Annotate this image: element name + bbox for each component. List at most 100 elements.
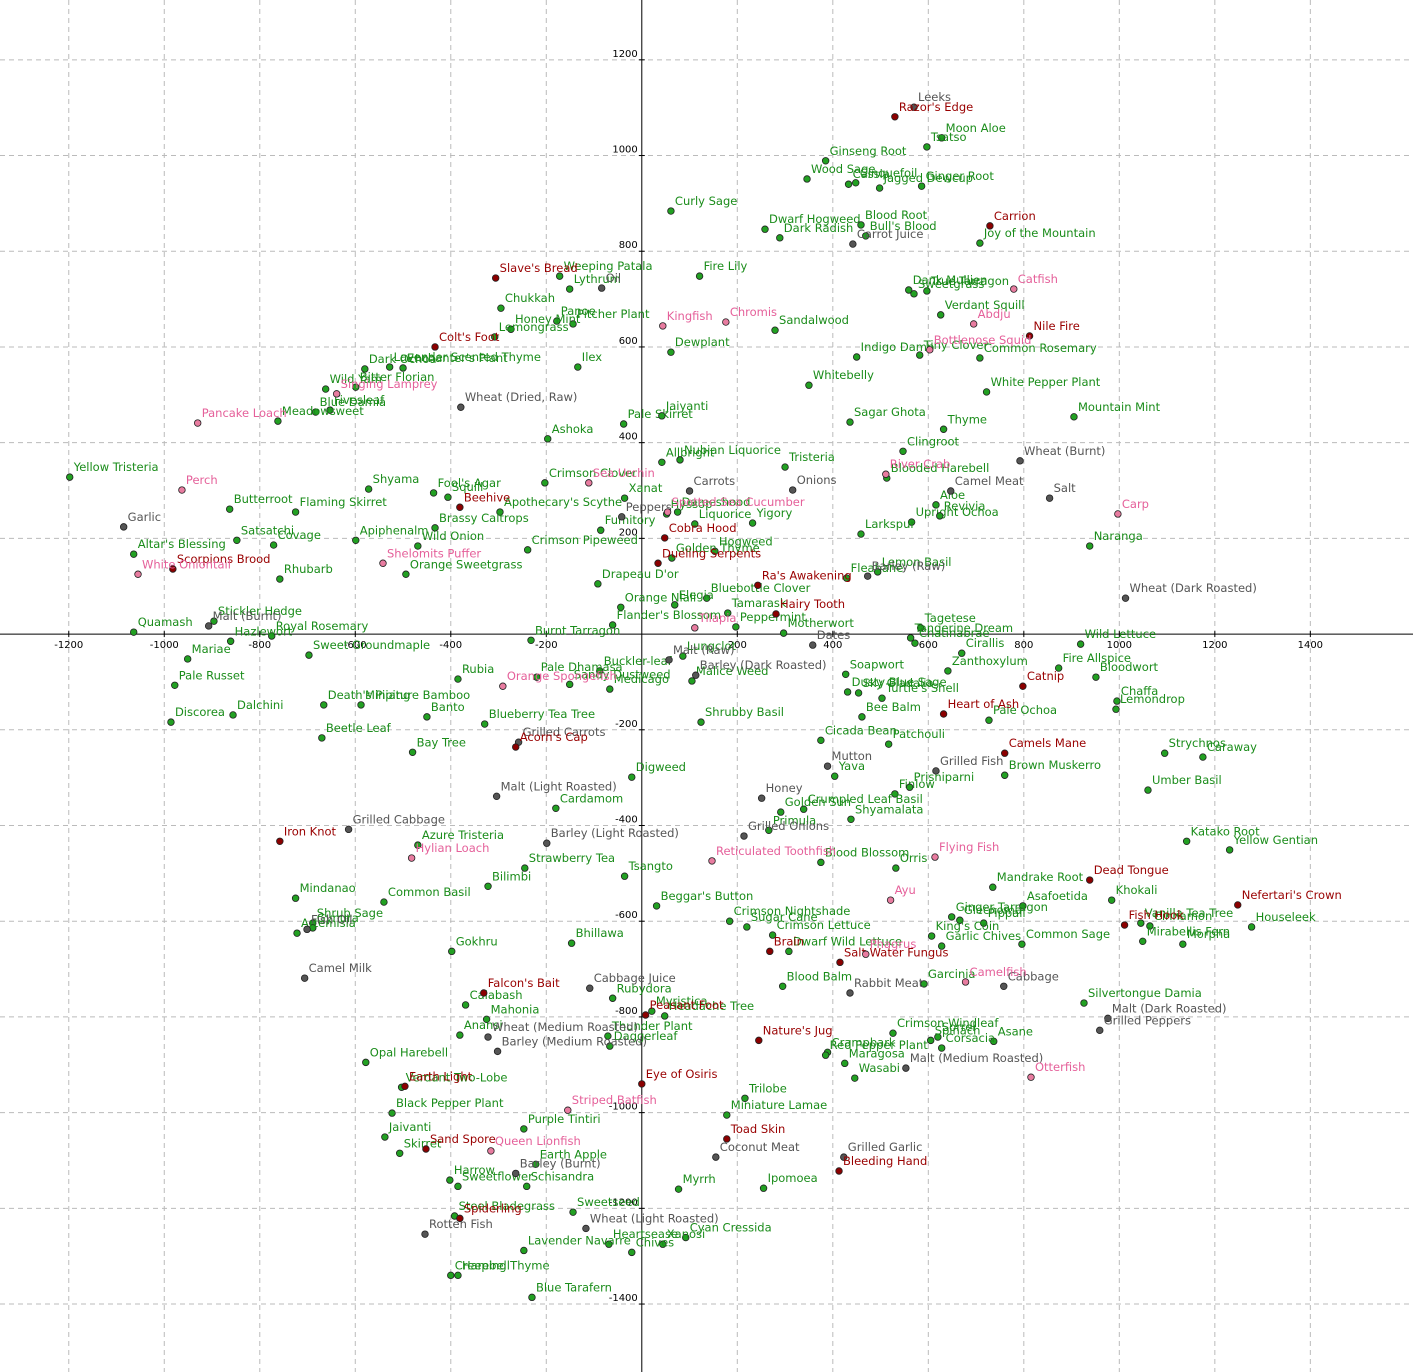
point <box>852 353 861 361</box>
point <box>884 740 893 748</box>
point-label: Vanilla Tea Tree <box>1145 906 1233 920</box>
point-label: Earth Light <box>409 1069 473 1083</box>
point <box>843 688 852 696</box>
point-label: Chatinabrae <box>919 626 990 640</box>
point-label: Tsangto <box>628 859 673 873</box>
point <box>817 736 825 745</box>
point-label: Fire Allspice <box>1063 651 1131 665</box>
point-label: Revivia <box>944 499 986 513</box>
point-label: Miniature Bamboo <box>365 688 470 702</box>
point <box>1045 494 1054 502</box>
point-label: Fire Lily <box>704 259 748 273</box>
point-label: Carrots <box>694 474 736 488</box>
point <box>594 580 602 588</box>
point <box>446 1176 454 1184</box>
point <box>276 837 284 845</box>
point <box>344 825 353 834</box>
point-label: Oil <box>606 271 621 285</box>
point-label: Cyan Cressida <box>690 1221 772 1235</box>
point-label: Lemondrop <box>1120 692 1185 706</box>
point-label: Aloe <box>940 488 965 502</box>
point <box>454 675 462 683</box>
point <box>444 493 452 501</box>
point-label: Dank Mullien <box>913 273 988 287</box>
point-label: White Oniontail <box>142 557 231 571</box>
point <box>1092 673 1100 681</box>
point-label: Camel Meat <box>955 474 1024 488</box>
point-label: Garlic <box>128 510 161 524</box>
point <box>1025 332 1034 340</box>
point <box>582 1224 590 1233</box>
point-label: Crumpled Leaf Basil <box>808 792 923 806</box>
point <box>454 1182 462 1191</box>
point-label: Thyme <box>947 412 987 426</box>
point-label: Orange Sweetgrass <box>410 557 523 571</box>
point <box>741 1094 749 1102</box>
point-label: Cabbage <box>1008 969 1059 983</box>
point-label: Verdant Squill <box>945 298 1025 312</box>
point-label: Salt Water Fungus <box>844 945 949 959</box>
point-label: Wild Lettuce <box>1085 627 1156 641</box>
point-label: Sea Urchin <box>593 466 655 480</box>
point-label: Anansi <box>464 1018 503 1032</box>
point-label: Black Pepper Plant <box>396 1096 504 1110</box>
point-label: Pancake Loach <box>202 406 287 420</box>
point <box>565 680 574 689</box>
point-label: Fish Hook <box>1129 908 1185 922</box>
point <box>725 917 734 925</box>
point <box>932 501 940 509</box>
point <box>454 1271 462 1280</box>
point <box>552 804 560 812</box>
point <box>1000 982 1008 990</box>
point-label: Sugar Cane <box>751 910 818 924</box>
point <box>233 536 241 544</box>
point <box>902 1064 910 1072</box>
point-label: Garcinia <box>928 967 975 981</box>
point-label: Yellow Gentian <box>1233 833 1318 847</box>
point-label: Dalchini <box>237 698 283 712</box>
point-label: Malt (Raw) <box>673 643 735 657</box>
point-label: Pippali <box>988 906 1026 920</box>
point <box>130 628 138 636</box>
point <box>937 311 945 319</box>
point-label: Shyama <box>373 472 420 486</box>
point-label: Camel Milk <box>309 961 373 975</box>
point <box>225 505 234 513</box>
point <box>821 1051 830 1059</box>
point <box>1160 749 1169 757</box>
point-label: Sagar Ghota <box>854 405 926 419</box>
point <box>606 1042 614 1050</box>
point-label: Tsatso <box>930 130 967 144</box>
point <box>779 629 788 637</box>
point-label: Wheat (Burnt) <box>1024 444 1105 458</box>
point <box>364 485 373 493</box>
point <box>668 554 676 562</box>
x-tick-label: -400 <box>439 640 462 651</box>
point <box>480 989 488 997</box>
point <box>1080 999 1088 1007</box>
point-label: Apiphenalm <box>360 523 429 537</box>
point-label: Dark Ochoa <box>369 352 437 366</box>
point <box>134 570 142 578</box>
point <box>448 947 456 956</box>
point-label: Steel Bladegrass <box>459 1199 555 1213</box>
point <box>1234 901 1242 909</box>
point-label: Strawberry Tea <box>529 851 615 865</box>
point <box>293 929 301 937</box>
point <box>422 1145 430 1153</box>
point-label: Onions <box>797 473 837 487</box>
point <box>748 519 757 527</box>
point-label: Crimson Clover <box>549 466 637 480</box>
point-label: Bloodwort <box>1100 660 1159 674</box>
point-label: Razor's Edge <box>899 100 973 114</box>
point-label: Bottlenose Squid <box>934 333 1032 347</box>
point <box>388 1109 396 1117</box>
point-label: Ashoka <box>552 422 594 436</box>
point-label: Blue Damia <box>320 395 386 409</box>
point <box>421 1230 429 1238</box>
point-label: Glechoma <box>964 903 1022 917</box>
point <box>976 354 984 362</box>
point-label: Dates <box>817 628 850 642</box>
point <box>447 1271 455 1280</box>
point <box>986 222 994 230</box>
